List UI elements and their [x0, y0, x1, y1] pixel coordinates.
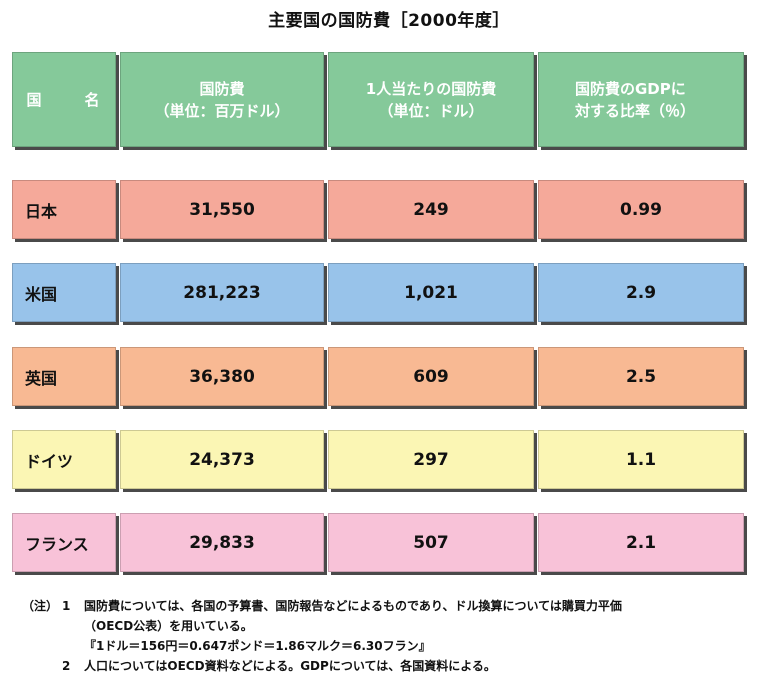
note-1-line-1: （注） 1 国防費については、各国の予算書、国防報告などによるものであり、ドル換… — [22, 596, 772, 616]
table-row-japan: 日本 31,550 249 0.99 — [12, 180, 744, 239]
note-1-line-2: （OECD公表）を用いている。 — [22, 616, 772, 636]
header-per-capita: 1人当たりの国防費 （単位：ドル） — [328, 52, 534, 147]
cell-gdp-ratio: 1.1 — [538, 430, 744, 489]
header-defense-label: 国防費 — [199, 79, 245, 98]
header-defense: 国防費 （単位：百万ドル） — [120, 52, 324, 147]
footnotes: （注） 1 国防費については、各国の予算書、国防報告などによるものであり、ドル換… — [22, 596, 772, 676]
table-row-germany: ドイツ 24,373 297 1.1 — [12, 430, 744, 489]
note-1-text-3: 『1ドル＝156円＝0.647ポンド＝1.86マルク＝6.30フラン』 — [84, 639, 431, 653]
note-2-text-1: 人口についてはOECD資料などによる。GDPについては、各国資料による。 — [84, 659, 496, 673]
header-gdp-ratio: 国防費のGDPに 対する比率（％） — [538, 52, 744, 147]
note-1-text-2: （OECD公表）を用いている。 — [84, 619, 253, 633]
table-row-usa: 米国 281,223 1,021 2.9 — [12, 263, 744, 322]
cell-per-capita: 609 — [328, 347, 534, 406]
header-per-capita-label: 1人当たりの国防費 — [365, 79, 497, 98]
cell-gdp-ratio: 2.1 — [538, 513, 744, 572]
cell-per-capita: 297 — [328, 430, 534, 489]
cell-defense: 31,550 — [120, 180, 324, 239]
cell-country: ドイツ — [12, 430, 116, 489]
cell-gdp-ratio: 2.5 — [538, 347, 744, 406]
cell-per-capita: 249 — [328, 180, 534, 239]
header-country: 国 名 — [12, 52, 116, 147]
chart-title: 主要国の国防費［2000年度］ — [268, 11, 510, 31]
header-defense-unit: （単位：百万ドル） — [154, 101, 290, 120]
header-country-label: 国 名 — [26, 90, 114, 109]
table-row-uk: 英国 36,380 609 2.5 — [12, 347, 744, 406]
note-2-number: 2 — [62, 659, 71, 673]
note-1-text-1: 国防費については、各国の予算書、国防報告などによるものであり、ドル換算については… — [84, 599, 622, 613]
cell-gdp-ratio: 0.99 — [538, 180, 744, 239]
note-2-line-1: 2 人口についてはOECD資料などによる。GDPについては、各国資料による。 — [22, 656, 772, 676]
header-gdp-ratio-label: 国防費のGDPに — [575, 79, 686, 98]
cell-defense: 29,833 — [120, 513, 324, 572]
table-row-france: フランス 29,833 507 2.1 — [12, 513, 744, 572]
cell-gdp-ratio: 2.9 — [538, 263, 744, 322]
cell-per-capita: 1,021 — [328, 263, 534, 322]
table-header: 国 名 国防費 （単位：百万ドル） 1人当たりの国防費 （単位：ドル） 国防費の… — [12, 52, 744, 147]
header-per-capita-unit: （単位：ドル） — [378, 101, 484, 120]
cell-country: 米国 — [12, 263, 116, 322]
note-prefix: （注） — [22, 599, 59, 613]
cell-defense: 36,380 — [120, 347, 324, 406]
cell-country: 日本 — [12, 180, 116, 239]
cell-country: 英国 — [12, 347, 116, 406]
cell-defense: 24,373 — [120, 430, 324, 489]
header-gdp-ratio-unit: 対する比率（％） — [575, 101, 696, 120]
cell-per-capita: 507 — [328, 513, 534, 572]
note-1-line-3: 『1ドル＝156円＝0.647ポンド＝1.86マルク＝6.30フラン』 — [22, 636, 772, 656]
cell-defense: 281,223 — [120, 263, 324, 322]
note-1-number: 1 — [62, 599, 71, 613]
cell-country: フランス — [12, 513, 116, 572]
